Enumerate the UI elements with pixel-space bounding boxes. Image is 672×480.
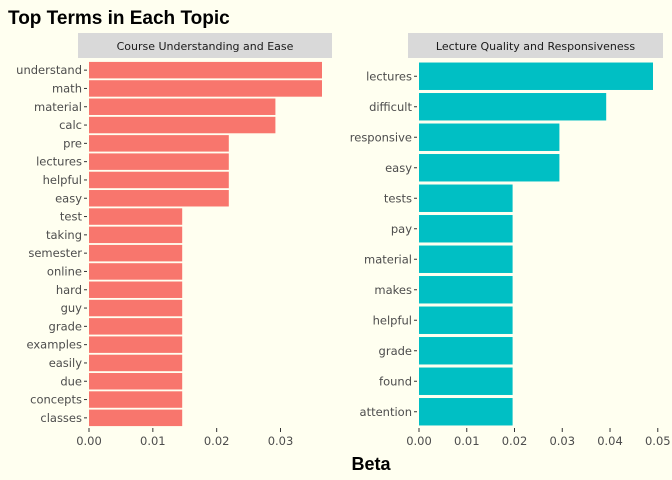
bar-understand: [89, 61, 322, 79]
bar-hard: [89, 281, 183, 298]
y-tick-label-easy: easy: [55, 191, 82, 205]
y-tick-label-due: due: [60, 374, 82, 388]
x-tick-label: 0.01: [454, 434, 480, 448]
bar-attention: [419, 398, 513, 426]
x-axis-title: Beta: [351, 454, 391, 474]
x-tick-label: 0.01: [140, 434, 166, 448]
bar-concepts: [89, 391, 183, 408]
y-tick-label-test: test: [60, 210, 83, 224]
facet-strip-label: Lecture Quality and Responsiveness: [436, 40, 635, 53]
x-tick-label: 0.00: [76, 434, 102, 448]
y-tick-label-lectures: lectures: [366, 69, 412, 83]
bar-due: [89, 373, 183, 390]
bar-pre: [89, 135, 229, 152]
y-tick-label-examples: examples: [27, 338, 83, 352]
y-tick-label-math: math: [52, 81, 82, 95]
y-tick-label-pre: pre: [63, 136, 82, 150]
chart-title: Top Terms in Each Topic: [8, 8, 230, 29]
y-tick-label-difficult: difficult: [369, 100, 412, 114]
x-tick-label: 0.02: [204, 434, 230, 448]
y-tick-label-tests: tests: [384, 191, 412, 205]
y-tick-label-easy: easy: [385, 161, 412, 175]
y-tick-label-online: online: [47, 264, 82, 278]
x-tick-label: 0.04: [597, 434, 623, 448]
bar-helpful: [89, 171, 229, 189]
x-tick-label: 0.03: [549, 434, 575, 448]
y-tick-label-guy: guy: [61, 301, 83, 315]
x-tick-label: 0.05: [645, 434, 671, 448]
x-tick-label: 0.00: [406, 434, 432, 448]
y-tick-label-lectures: lectures: [36, 155, 82, 169]
panel-lecture-quality: Lecture Quality and Responsiveness lectur…: [350, 33, 671, 448]
y-tick-label-material: material: [364, 252, 412, 266]
bar-examples: [89, 336, 183, 353]
y-tick-label-grade: grade: [379, 344, 412, 358]
bar-math: [89, 80, 322, 97]
y-tick-label-semester: semester: [28, 246, 82, 260]
bar-difficult: [419, 93, 607, 121]
y-tick-label-material: material: [34, 100, 82, 114]
x-tick-label: 0.03: [268, 434, 294, 448]
y-tick-label-classes: classes: [40, 411, 82, 425]
y-tick-label-calc: calc: [59, 118, 82, 132]
y-tick-label-pay: pay: [391, 222, 412, 236]
bar-lectures: [419, 62, 653, 90]
facet-strip: [408, 33, 663, 58]
y-tick-label-grade: grade: [49, 319, 82, 333]
bar-online: [89, 263, 183, 280]
y-tick-label-helpful: helpful: [373, 313, 412, 327]
bar-makes: [419, 276, 513, 304]
bar-easy: [419, 154, 560, 182]
panel-course-understanding: Course Understanding and Ease understand m…: [16, 33, 332, 448]
y-tick-label-easily: easily: [49, 356, 83, 370]
y-tick-label-makes: makes: [374, 283, 412, 297]
y-tick-label-concepts: concepts: [30, 393, 82, 407]
bar-classes: [89, 409, 183, 427]
y-tick-label-found: found: [379, 374, 412, 388]
y-tick-label-helpful: helpful: [43, 173, 82, 187]
bar-grade: [89, 318, 183, 335]
bar-semester: [89, 244, 183, 262]
y-tick-label-taking: taking: [46, 228, 82, 242]
bar-found: [419, 367, 513, 395]
bar-easy: [89, 190, 229, 207]
bar-taking: [89, 226, 183, 244]
bar-material: [89, 98, 276, 115]
y-tick-label-attention: attention: [360, 405, 412, 419]
bar-grade: [419, 337, 513, 365]
bar-helpful: [419, 306, 513, 334]
facet-strip-label: Course Understanding and Ease: [117, 40, 294, 53]
bar-material: [419, 245, 513, 273]
x-tick-label: 0.02: [502, 434, 528, 448]
bar-responsive: [419, 123, 560, 151]
bar-pay: [419, 215, 513, 243]
bar-calc: [89, 116, 276, 134]
bar-guy: [89, 299, 183, 317]
y-tick-label-hard: hard: [56, 283, 82, 297]
bar-easily: [89, 354, 183, 372]
y-tick-label-responsive: responsive: [350, 130, 412, 144]
bar-tests: [419, 184, 513, 212]
bar-test: [89, 208, 183, 225]
y-tick-label-understand: understand: [16, 63, 82, 77]
facet-strip: [78, 33, 332, 58]
bar-lectures: [89, 153, 229, 170]
